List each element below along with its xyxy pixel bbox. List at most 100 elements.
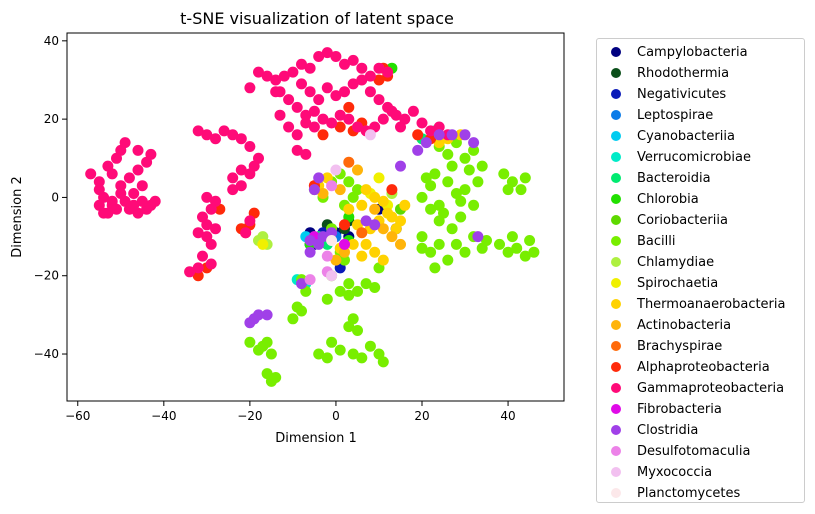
- point-gammaproteobacteria-87: [377, 113, 389, 125]
- point-bacilli-35: [494, 238, 505, 250]
- point-gammaproteobacteria-102: [356, 74, 368, 86]
- point-clostridia-18: [468, 137, 480, 149]
- point-bacilli-25: [425, 246, 437, 258]
- point-actinobacteria-5: [330, 254, 342, 266]
- point-gammaproteobacteria-28: [98, 207, 110, 219]
- point-gammaproteobacteria-56: [184, 266, 196, 278]
- point-clostridia-14: [420, 137, 432, 149]
- x-axis-label: Dimension 1: [275, 431, 357, 446]
- point-gammaproteobacteria-95: [296, 78, 307, 90]
- point-gammaproteobacteria-99: [330, 90, 342, 102]
- point-bacilli-34: [481, 235, 492, 246]
- point-bacilli-62: [377, 356, 389, 368]
- y-tick-label: −40: [34, 347, 59, 361]
- point-myxococcia-0: [326, 270, 338, 282]
- legend-label: Leptospirae: [637, 107, 714, 123]
- point-gammaproteobacteria-110: [425, 125, 437, 137]
- legend-label: Bacteroidia: [637, 170, 711, 186]
- point-spirochaetia-3: [257, 238, 269, 250]
- legend-swatch: [611, 425, 621, 435]
- legend-item: Chlamydiae: [611, 252, 714, 272]
- point-gammaproteobacteria-109: [416, 117, 428, 129]
- point-gammaproteobacteria-100: [339, 86, 350, 98]
- point-gammaproteobacteria-26: [136, 195, 148, 207]
- point-myxococcia-1: [364, 129, 376, 141]
- x-tick-label: −40: [151, 409, 176, 423]
- point-bacilli-75: [261, 336, 273, 348]
- legend-item: Fibrobacteria: [611, 399, 722, 419]
- point-gammaproteobacteria-7: [115, 180, 127, 192]
- point-clostridia-1: [326, 227, 338, 239]
- point-thermoanaerobacteria-15: [360, 238, 372, 250]
- point-bacilli-50: [352, 285, 363, 297]
- point-gammaproteobacteria-41: [235, 164, 247, 176]
- point-fibrobacteria-1: [339, 238, 350, 250]
- point-bacilli-17: [463, 164, 475, 176]
- point-bacilli-60: [364, 340, 376, 352]
- point-thermoanaerobacteria-7: [399, 199, 411, 211]
- legend-swatch: [611, 110, 621, 120]
- legend-swatch: [611, 383, 621, 393]
- point-bacilli-45: [502, 184, 514, 196]
- legend-label: Brachyspirae: [637, 338, 723, 354]
- legend-item: Negativicutes: [611, 84, 726, 104]
- legend-item: Cyanobacteriia: [611, 126, 735, 146]
- point-gammaproteobacteria-118: [244, 82, 256, 94]
- point-gammaproteobacteria-29: [106, 199, 118, 211]
- point-bacilli-90: [347, 191, 359, 203]
- legend-item: Planctomycetes: [611, 483, 740, 503]
- point-gammaproteobacteria-111: [433, 121, 445, 133]
- point-actinobacteria-0: [369, 203, 381, 215]
- point-bacilli-67: [321, 352, 333, 364]
- point-clostridia-17: [459, 129, 471, 141]
- point-bacilli-37: [511, 242, 523, 254]
- legend-item: Thermoanaerobacteria: [611, 294, 785, 314]
- legend-swatch: [611, 257, 621, 267]
- point-gammaproteobacteria-76: [283, 94, 295, 106]
- point-gammaproteobacteria-103: [364, 86, 376, 98]
- legend-swatch: [611, 68, 621, 78]
- legend-label: Rhodothermia: [637, 65, 730, 81]
- y-axis-label: Dimension 2: [10, 176, 25, 258]
- point-bacilli-27: [442, 254, 454, 266]
- legend-swatch: [611, 404, 621, 414]
- point-actinobacteria-3: [395, 238, 406, 250]
- point-gammaproteobacteria-53: [197, 250, 208, 262]
- y-tick-label: 20: [44, 112, 59, 126]
- chart-title: t-SNE visualization of latent space: [180, 9, 454, 28]
- legend-label: Desulfotomaculia: [637, 443, 751, 459]
- legend-item: Alphaproteobacteria: [611, 357, 770, 377]
- point-alphaproteobacteria-6: [412, 129, 424, 141]
- point-spirochaetia-0: [373, 172, 385, 184]
- legend-label: Coriobacteriia: [637, 212, 728, 228]
- point-gammaproteobacteria-65: [321, 47, 333, 59]
- point-gammaproteobacteria-91: [283, 121, 295, 133]
- point-gammaproteobacteria-38: [244, 141, 256, 152]
- legend-label: Negativicutes: [637, 86, 727, 102]
- point-actinobacteria-1: [377, 223, 389, 235]
- point-bacilli-52: [369, 282, 381, 293]
- point-alphaproteobacteria-19: [317, 129, 329, 141]
- point-actinobacteria-7: [334, 184, 346, 196]
- point-bacilli-74: [265, 348, 277, 360]
- point-bacilli-41: [506, 231, 518, 243]
- legend: Campylobacteria Rhodothermia Negativicutes…: [596, 38, 805, 503]
- point-gammaproteobacteria-52: [192, 227, 204, 239]
- point-alphaproteobacteria-2: [373, 74, 385, 86]
- point-bacilli-40: [524, 235, 536, 246]
- point-gammaproteobacteria-58: [201, 219, 213, 231]
- point-bacilli-84: [343, 176, 355, 188]
- point-gammaproteobacteria-70: [364, 70, 376, 82]
- point-gammaproteobacteria-54: [205, 258, 217, 270]
- point-bacilli-6: [429, 168, 441, 180]
- legend-item: Rhodothermia: [611, 63, 729, 83]
- point-thermoanaerobacteria-6: [395, 215, 406, 227]
- point-gammaproteobacteria-98: [321, 82, 333, 94]
- point-myxococcia-2: [330, 164, 342, 176]
- point-bacilli-3: [442, 176, 454, 188]
- point-bacilli-22: [468, 199, 480, 211]
- point-clostridia-3: [360, 215, 372, 227]
- point-clostridia-8: [296, 278, 307, 290]
- legend-label: Myxococcia: [637, 464, 713, 480]
- point-actinobacteria-4: [339, 246, 350, 258]
